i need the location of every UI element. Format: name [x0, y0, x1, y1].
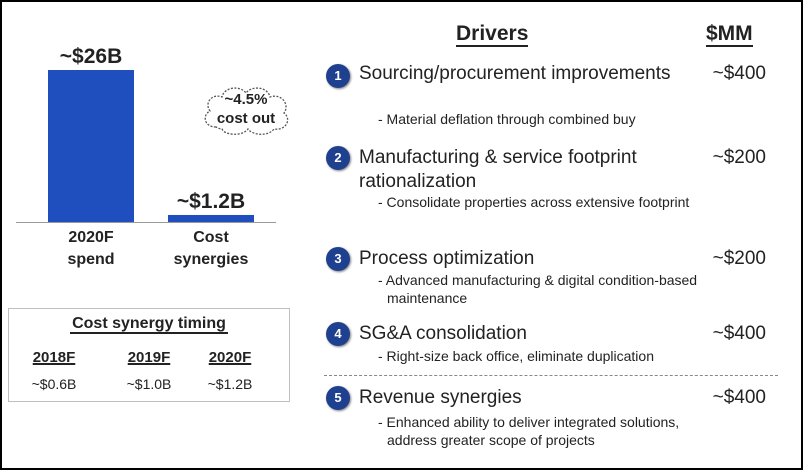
timing-title: Cost synergy timing	[70, 315, 228, 334]
timing-value: ~$1.0B	[126, 376, 172, 392]
category-label: spend	[67, 251, 114, 268]
bar-value-label: ~$1.2B	[177, 190, 245, 213]
cost-out-label: cost out	[216, 110, 276, 127]
timing-year: 2018F	[32, 349, 76, 366]
cost-synergy-timing-box: Cost synergy timing 2018F 2019F 2020F ~$…	[8, 308, 290, 402]
cost-out-annotation: ~4.5% cost out	[200, 90, 292, 128]
bar	[48, 70, 134, 222]
driver-title: SG&A consolidation	[359, 323, 527, 344]
cost-out-cloud-icon	[204, 87, 289, 135]
bar-chart-area: ~$26B 2020F spend ~$1.2B Cost synergies	[16, 38, 276, 278]
driver-subtext: - Enhanced ability to deliver integrated…	[378, 414, 680, 448]
drivers-header: Drivers	[456, 22, 529, 47]
driver-value: ~$200	[712, 147, 766, 168]
timing-value: ~$1.2B	[207, 376, 253, 392]
driver-subtext: - Right-size back office, eliminate dupl…	[378, 348, 654, 364]
timing-year: 2020F	[208, 349, 252, 366]
driver-value: ~$400	[712, 323, 766, 344]
driver-subtext: - Advanced manufacturing & digital condi…	[378, 272, 698, 306]
driver-number-badge: 4	[326, 322, 350, 346]
timing-year: 2019F	[127, 349, 171, 366]
driver-subtext: - Consolidate properties across extensiv…	[378, 194, 690, 210]
driver-number-badge: 5	[326, 386, 350, 410]
bar-value-label: ~$26B	[60, 45, 122, 68]
driver-title: Manufacturing & service footprint ration…	[359, 147, 637, 192]
driver-value: ~$400	[712, 387, 766, 408]
driver-title: Process optimization	[359, 248, 535, 269]
category-label: synergies	[174, 251, 249, 268]
driver-number-badge: 2	[326, 146, 350, 170]
driver-number-badge: 3	[326, 247, 350, 271]
driver-title: Revenue synergies	[359, 387, 522, 408]
driver-value: ~$400	[712, 63, 766, 84]
driver-value: ~$200	[712, 248, 766, 269]
driver-title: Sourcing/procurement improvements	[359, 63, 671, 84]
driver-subtext: - Material deflation through combined bu…	[378, 111, 636, 127]
value-header: $MM	[706, 22, 753, 47]
bar-chart: ~$26B 2020F spend ~$1.2B Cost synergies	[16, 45, 276, 268]
driver-number-badge: 1	[326, 64, 350, 88]
dashed-divider	[324, 375, 778, 376]
bar	[168, 214, 254, 222]
timing-value: ~$0.6B	[31, 376, 77, 392]
category-label: Cost	[193, 229, 229, 246]
cost-out-percent: ~4.5%	[224, 91, 268, 108]
category-label: 2020F	[68, 229, 114, 246]
